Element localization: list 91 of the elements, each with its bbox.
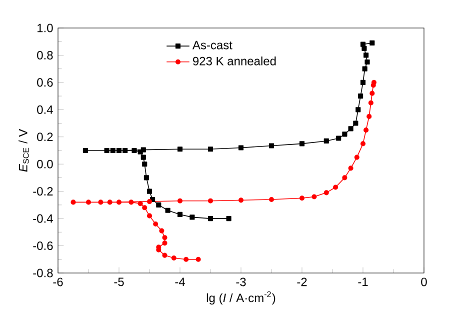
- point: [324, 190, 329, 196]
- point: [171, 255, 176, 261]
- point: [162, 235, 168, 240]
- point: [107, 200, 112, 205]
- point: [86, 200, 92, 205]
- point: [146, 188, 152, 194]
- y-tick-label: 0.4: [37, 105, 53, 114]
- y-tick-label: -0.6: [33, 242, 53, 250]
- point: [360, 141, 366, 146]
- point: [364, 52, 369, 58]
- y-tick-label: -0.8: [33, 268, 53, 278]
- point: [370, 40, 375, 46]
- x-tick-label: -4: [175, 278, 185, 286]
- point: [82, 148, 88, 154]
- point: [153, 221, 158, 227]
- point: [156, 202, 162, 208]
- point: [116, 148, 122, 154]
- point: [104, 148, 110, 154]
- y-tick-label: 0.6: [37, 78, 53, 87]
- point: [98, 200, 104, 205]
- point: [360, 80, 366, 85]
- point: [144, 175, 149, 180]
- point: [159, 228, 164, 234]
- point: [238, 198, 244, 203]
- point: [162, 240, 168, 246]
- point: [196, 256, 201, 262]
- point: [348, 166, 354, 171]
- point: [324, 138, 329, 144]
- point: [356, 107, 361, 112]
- point: [70, 200, 76, 205]
- point: [132, 148, 137, 154]
- point: [146, 213, 152, 218]
- y-tick-label: -0.2: [33, 187, 53, 196]
- point: [122, 148, 128, 154]
- point: [208, 146, 214, 152]
- point: [358, 94, 364, 99]
- x-tick-label: -5: [114, 278, 124, 286]
- point: [364, 128, 369, 133]
- x-tick-label: -1: [358, 278, 368, 286]
- point: [268, 143, 274, 148]
- y-tick-label: 0.8: [37, 50, 53, 60]
- point: [138, 201, 143, 206]
- point: [342, 175, 348, 180]
- x-axis-title: lg (I / A·cm$^{-2}$): [206, 291, 276, 305]
- point: [128, 200, 134, 205]
- point: [238, 145, 244, 150]
- point: [208, 198, 214, 204]
- point: [370, 90, 375, 96]
- x-tick-label: -2: [297, 278, 307, 286]
- point: [146, 198, 152, 204]
- point: [268, 196, 274, 202]
- point: [162, 252, 168, 258]
- point: [353, 120, 358, 126]
- point: [116, 200, 122, 205]
- x-tick-label: -6: [53, 278, 63, 286]
- point: [354, 154, 360, 160]
- point: [360, 42, 366, 47]
- point: [142, 205, 148, 210]
- y-tick-label: 0.0: [37, 160, 53, 168]
- point: [342, 132, 348, 137]
- x-tick-label: -3: [236, 278, 246, 286]
- point: [348, 126, 354, 132]
- legend-label: 923 K annealed: [193, 56, 276, 66]
- point: [312, 194, 317, 200]
- y-tick-label: 0.2: [37, 132, 53, 142]
- legend-label: As-cast: [192, 40, 232, 50]
- point: [177, 212, 183, 217]
- point: [208, 216, 214, 222]
- y-tick-label: 1.0: [38, 24, 53, 32]
- x-tick-label: 0: [421, 278, 427, 286]
- point: [110, 148, 116, 154]
- point: [140, 147, 146, 152]
- point: [336, 136, 342, 141]
- y-tick-label: -0.4: [33, 214, 53, 223]
- point: [190, 214, 195, 220]
- point: [140, 154, 146, 160]
- point: [371, 80, 376, 85]
- y-axis-title: E$_{SCE}$ / V: [18, 128, 29, 172]
- point: [366, 114, 372, 119]
- point: [299, 196, 305, 201]
- point: [299, 141, 305, 146]
- point: [184, 256, 189, 262]
- point: [364, 59, 370, 65]
- point: [177, 146, 183, 152]
- point: [362, 66, 368, 72]
- point: [177, 198, 183, 204]
- point: [165, 208, 170, 213]
- point: [368, 100, 374, 106]
- point: [226, 216, 232, 222]
- point: [142, 162, 148, 167]
- point: [333, 184, 338, 190]
